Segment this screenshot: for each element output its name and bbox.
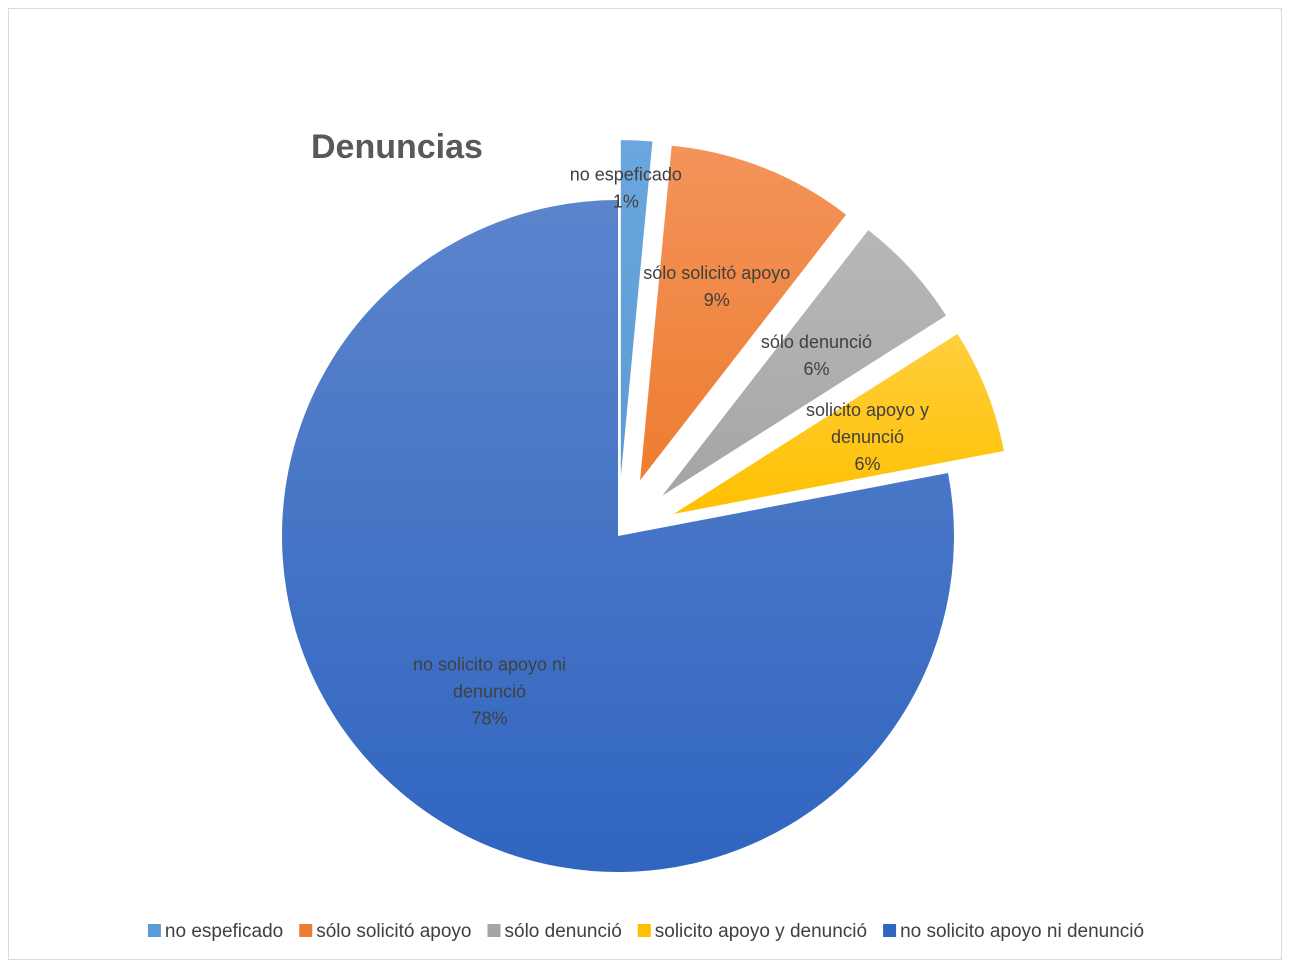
data-label-solo-solicito-apoyo: sólo solicitó apoyo 9% (643, 263, 790, 310)
legend-label: sólo solicitó apoyo (316, 921, 471, 942)
chart-frame: Denuncias no espeficado 1% sólo solicitó a… (8, 8, 1282, 960)
data-label-solo-denuncio: sólo denunció 6% (761, 332, 872, 379)
data-label-no-solicito-apoyo-ni-denuncio: no solicito apoyo ni denunció 78% (413, 654, 566, 728)
legend-entry-no-espeficado: no espeficado (147, 921, 283, 942)
legend-entry-solo-solicito-apoyo: sólo solicitó apoyo (299, 921, 472, 942)
legend-swatch (147, 924, 161, 937)
pie-slice-no-espeficado (620, 140, 653, 477)
legend-label: sólo denunció (505, 921, 622, 942)
pie-chart: Denuncias no espeficado 1% sólo solicitó a… (147, 128, 1144, 942)
data-label-solicito-apoyo-y-denuncio: solicito apoyo y denunció 6% (806, 400, 929, 474)
legend-entry-solo-denuncio: sólo denunció (487, 921, 622, 942)
legend-label: no espeficado (165, 921, 283, 942)
legend-swatch (299, 924, 313, 937)
legend-label: no solicito apoyo ni denunció (900, 921, 1144, 942)
legend-swatch (487, 924, 501, 937)
data-label-no-espeficado: no espeficado 1% (570, 165, 682, 212)
legend-swatch (883, 924, 897, 937)
data-labels: no espeficado 1% sólo solicitó apoyo 9% sólo… (413, 165, 929, 729)
legend: no espeficado sólo solicitó apoyo sólo den… (147, 921, 1144, 942)
pie-slice-solicito-apoyo-y-denuncio (673, 333, 1004, 514)
pie-slice-solo-denuncio (662, 230, 947, 496)
pie-slice-no-solicito-apoyo-ni-denuncio (282, 200, 955, 872)
legend-entry-no-solicito-apoyo-ni-denuncio: no solicito apoyo ni denunció (883, 921, 1144, 942)
legend-label: solicito apoyo y denunció (655, 921, 867, 942)
legend-swatch (637, 924, 651, 937)
legend-entry-solicito-apoyo-y-denuncio: solicito apoyo y denunció (637, 921, 867, 942)
chart-title: Denuncias (311, 128, 483, 166)
pie-slice-solo-solicito-apoyo (640, 145, 847, 481)
pie-slices (282, 140, 1004, 872)
